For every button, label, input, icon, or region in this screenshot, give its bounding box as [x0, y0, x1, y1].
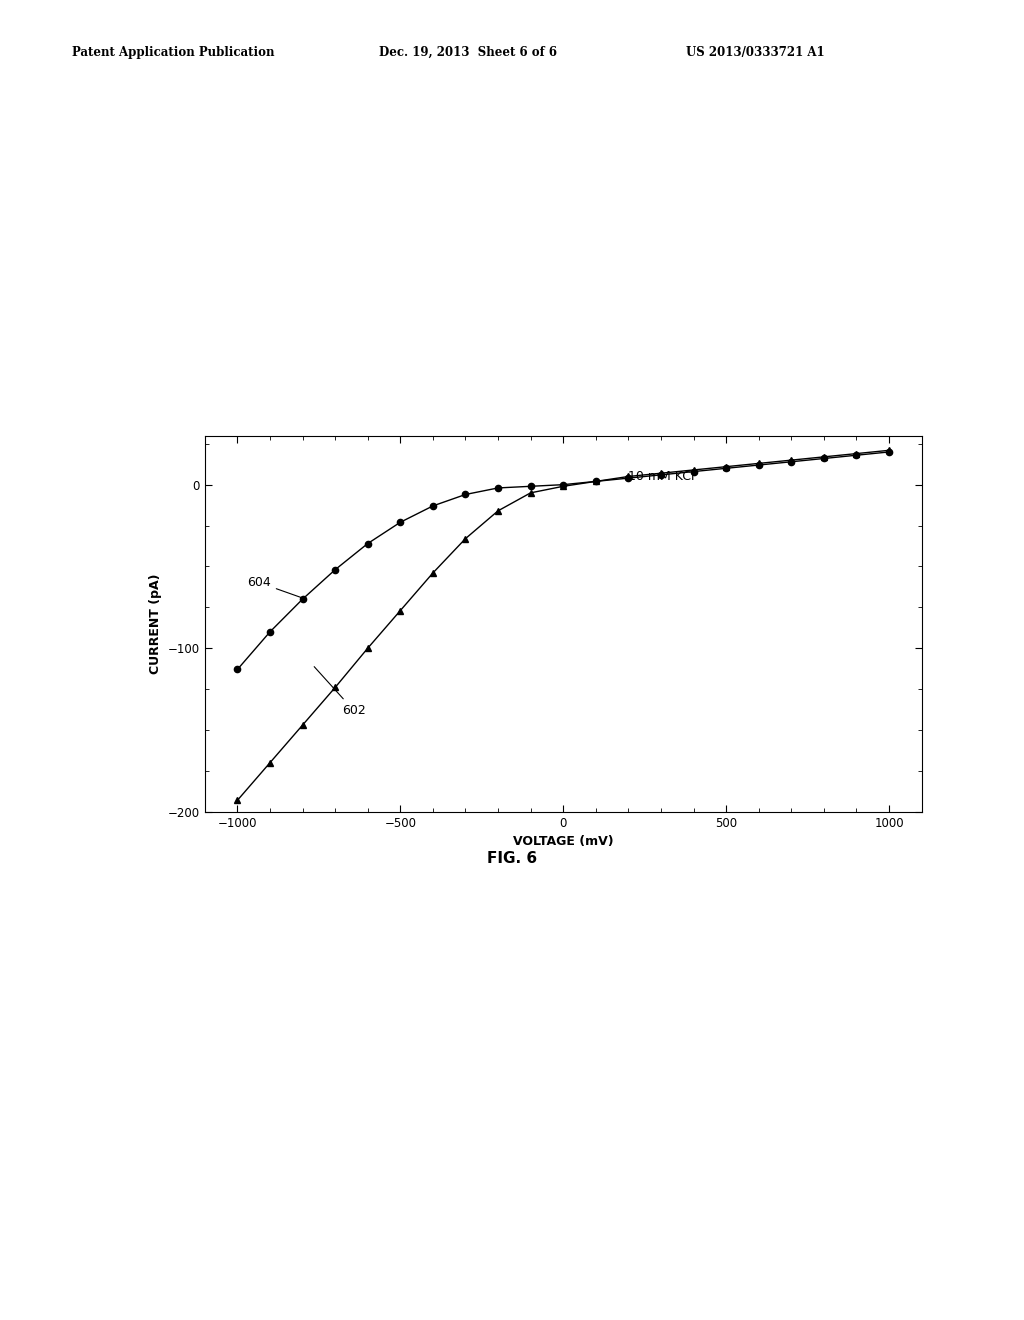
Text: FIG. 6: FIG. 6 [487, 851, 537, 866]
Text: Dec. 19, 2013  Sheet 6 of 6: Dec. 19, 2013 Sheet 6 of 6 [379, 46, 557, 59]
X-axis label: VOLTAGE (mV): VOLTAGE (mV) [513, 836, 613, 849]
Text: 602: 602 [314, 667, 366, 717]
Text: Patent Application Publication: Patent Application Publication [72, 46, 274, 59]
Text: 10 mM KCl: 10 mM KCl [629, 470, 695, 483]
Text: US 2013/0333721 A1: US 2013/0333721 A1 [686, 46, 824, 59]
Text: 604: 604 [247, 576, 303, 598]
Y-axis label: CURRENT (pA): CURRENT (pA) [150, 573, 162, 675]
